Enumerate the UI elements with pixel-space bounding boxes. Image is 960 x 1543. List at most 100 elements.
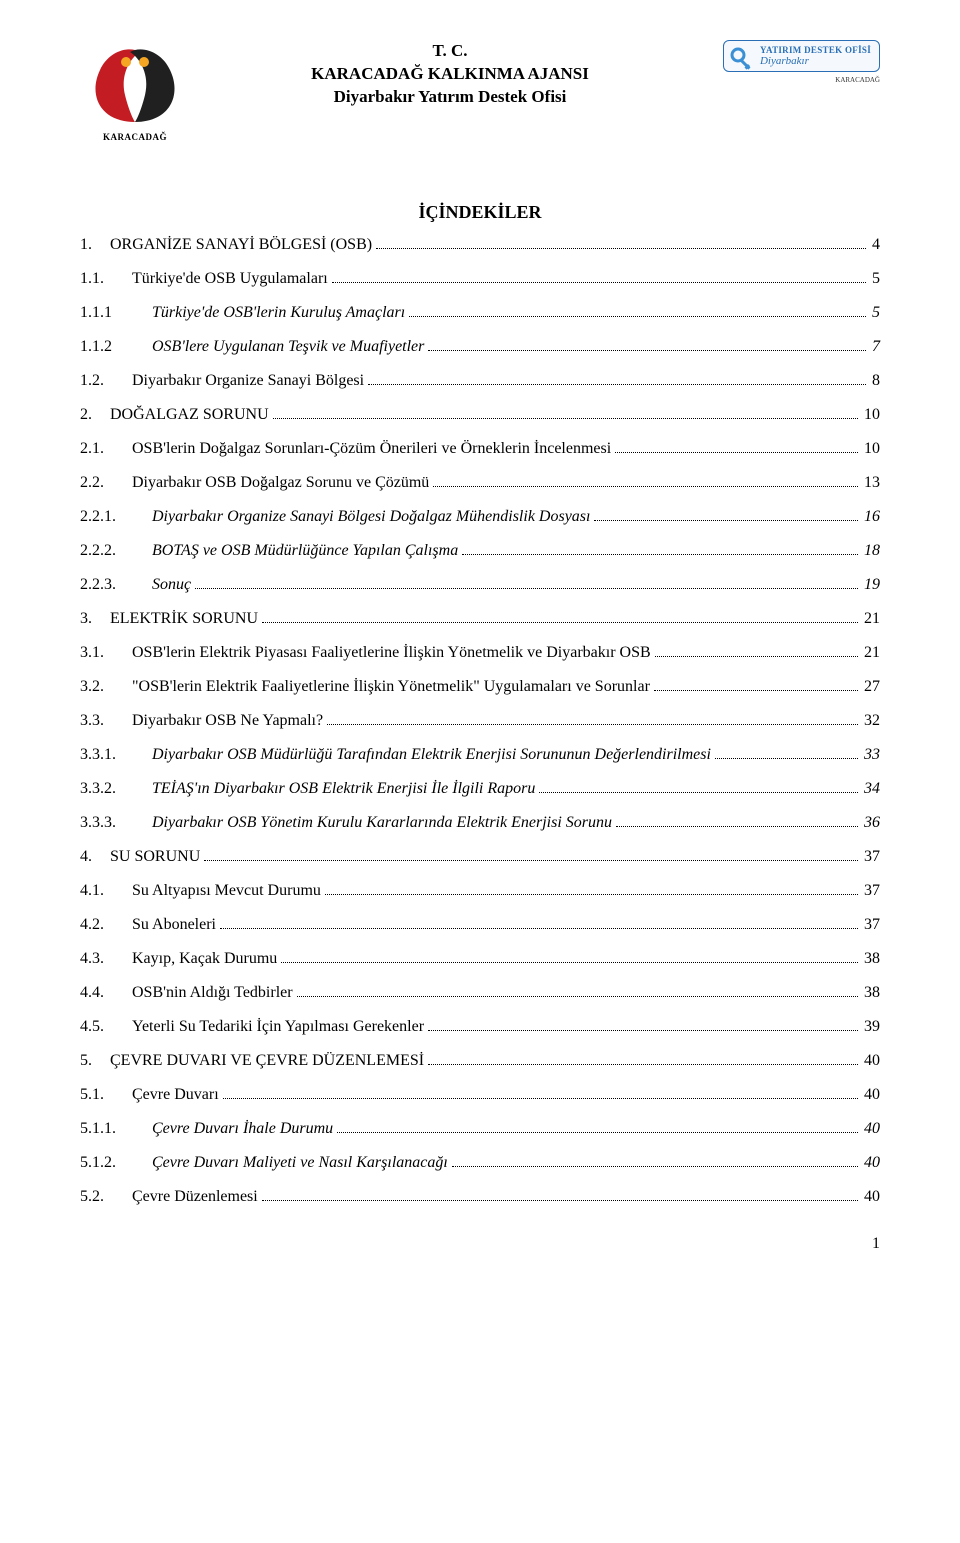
toc-row: 2.2.Diyarbakır OSB Doğalgaz Sorunu ve Çö… <box>80 475 880 491</box>
toc-leader <box>332 282 866 283</box>
toc-page: 8 <box>870 373 880 389</box>
toc-number: 4.1. <box>80 883 132 899</box>
toc-row: 4.3.Kayıp, Kaçak Durumu38 <box>80 951 880 967</box>
toc-page: 19 <box>862 577 880 593</box>
toc-number: 2.2.3. <box>80 577 152 593</box>
table-of-contents: 1.ORGANİZE SANAYİ BÖLGESİ (OSB)41.1.Türk… <box>80 237 880 1205</box>
toc-page: 40 <box>862 1087 880 1103</box>
toc-row: 2.2.3.Sonuç 19 <box>80 577 880 593</box>
toc-label: ÇEVRE DUVARI VE ÇEVRE DÜZENLEMESİ <box>110 1053 424 1069</box>
toc-label: Diyarbakır OSB Yönetim Kurulu Kararların… <box>152 815 612 831</box>
toc-label: Çevre Duvarı İhale Durumu <box>152 1121 333 1137</box>
toc-row: 3.3.Diyarbakır OSB Ne Yapmalı? 32 <box>80 713 880 729</box>
toc-leader <box>337 1132 858 1133</box>
toc-number: 2.2. <box>80 475 132 491</box>
toc-page: 7 <box>870 339 880 355</box>
toc-page: 21 <box>862 645 880 661</box>
toc-number: 3.3. <box>80 713 132 729</box>
toc-page: 37 <box>862 849 880 865</box>
toc-row: 3.1.OSB'lerin Elektrik Piyasası Faaliyet… <box>80 645 880 661</box>
toc-row: 1.1.1Türkiye'de OSB'lerin Kuruluş Amaçla… <box>80 305 880 321</box>
toc-row: 5.1.2.Çevre Duvarı Maliyeti ve Nasıl Kar… <box>80 1155 880 1171</box>
toc-row: 3.ELEKTRİK SORUNU21 <box>80 611 880 627</box>
toc-row: 1.ORGANİZE SANAYİ BÖLGESİ (OSB)4 <box>80 237 880 253</box>
toc-label: OSB'lerin Doğalgaz Sorunları-Çözüm Öneri… <box>132 441 611 457</box>
toc-title: İÇİNDEKİLER <box>80 202 880 223</box>
toc-leader <box>615 452 858 453</box>
toc-leader <box>220 928 858 929</box>
toc-number: 5.2. <box>80 1189 132 1205</box>
page-header: KARACADAĞ T. C. KARACADAĞ KALKINMA AJANS… <box>80 40 880 142</box>
header-line2: KARACADAĞ KALKINMA AJANSI <box>200 63 700 86</box>
toc-leader <box>376 248 866 249</box>
toc-row: 3.3.2.TEİAŞ'ın Diyarbakır OSB Elektrik E… <box>80 781 880 797</box>
toc-leader <box>223 1098 858 1099</box>
logo-left: KARACADAĞ <box>80 40 190 142</box>
ydo-box: YATIRIM DESTEK OFİSİ Diyarbakır <box>723 40 880 72</box>
toc-leader <box>325 894 858 895</box>
toc-row: 1.2.Diyarbakır Organize Sanayi Bölgesi8 <box>80 373 880 389</box>
toc-page: 5 <box>870 305 880 321</box>
toc-leader <box>273 418 858 419</box>
toc-label: Diyarbakır Organize Sanayi Bölgesi <box>132 373 364 389</box>
toc-number: 3.3.2. <box>80 781 152 797</box>
toc-leader <box>195 588 858 589</box>
toc-label: Çevre Duvarı Maliyeti ve Nasıl Karşılana… <box>152 1155 448 1171</box>
toc-page: 16 <box>862 509 880 525</box>
toc-row: 5.1.Çevre Duvarı40 <box>80 1087 880 1103</box>
toc-number: 1.1.1 <box>80 305 152 321</box>
logo-right: YATIRIM DESTEK OFİSİ Diyarbakır KARACADA… <box>710 40 880 84</box>
toc-page: 40 <box>862 1189 880 1205</box>
toc-leader <box>327 724 858 725</box>
toc-page: 13 <box>862 475 880 491</box>
toc-number: 3.3.3. <box>80 815 152 831</box>
toc-leader <box>616 826 858 827</box>
toc-leader <box>462 554 858 555</box>
toc-row: 5.ÇEVRE DUVARI VE ÇEVRE DÜZENLEMESİ40 <box>80 1053 880 1069</box>
toc-leader <box>428 1064 858 1065</box>
toc-number: 4.5. <box>80 1019 132 1035</box>
toc-leader <box>204 860 858 861</box>
ydo-sub: Diyarbakır <box>760 55 871 67</box>
toc-number: 1.1.2 <box>80 339 152 355</box>
toc-label: SU SORUNU <box>110 849 200 865</box>
toc-label: "OSB'lerin Elektrik Faaliyetlerine İlişk… <box>132 679 650 695</box>
toc-label: Diyarbakır OSB Müdürlüğü Tarafından Elek… <box>152 747 711 763</box>
toc-leader <box>654 690 858 691</box>
toc-page: 39 <box>862 1019 880 1035</box>
toc-page: 32 <box>862 713 880 729</box>
toc-label: Diyarbakır OSB Doğalgaz Sorunu ve Çözümü <box>132 475 429 491</box>
toc-label: OSB'lere Uygulanan Teşvik ve Muafiyetler <box>152 339 424 355</box>
toc-leader <box>409 316 866 317</box>
toc-leader <box>281 962 858 963</box>
toc-row: 5.1.1.Çevre Duvarı İhale Durumu40 <box>80 1121 880 1137</box>
toc-label: Kayıp, Kaçak Durumu <box>132 951 277 967</box>
logo-left-caption: KARACADAĞ <box>80 132 190 142</box>
toc-page: 18 <box>862 543 880 559</box>
toc-number: 4. <box>80 849 110 865</box>
toc-label: Diyarbakır OSB Ne Yapmalı? <box>132 713 323 729</box>
toc-leader <box>368 384 866 385</box>
toc-label: Su Altyapısı Mevcut Durumu <box>132 883 321 899</box>
toc-number: 4.2. <box>80 917 132 933</box>
toc-leader <box>655 656 858 657</box>
toc-leader <box>452 1166 858 1167</box>
toc-label: Türkiye'de OSB Uygulamaları <box>132 271 328 287</box>
toc-page: 33 <box>862 747 880 763</box>
toc-page: 34 <box>862 781 880 797</box>
toc-row: 3.3.1.Diyarbakır OSB Müdürlüğü Tarafında… <box>80 747 880 763</box>
toc-page: 38 <box>862 951 880 967</box>
toc-label: Sonuç <box>152 577 191 593</box>
toc-number: 5.1. <box>80 1087 132 1103</box>
toc-leader <box>262 1200 858 1201</box>
toc-row: 2.2.1.Diyarbakır Organize Sanayi Bölgesi… <box>80 509 880 525</box>
key-icon <box>730 47 756 73</box>
toc-leader <box>262 622 858 623</box>
toc-label: OSB'nin Aldığı Tedbirler <box>132 985 293 1001</box>
toc-number: 1. <box>80 237 110 253</box>
toc-number: 2.1. <box>80 441 132 457</box>
toc-label: Türkiye'de OSB'lerin Kuruluş Amaçları <box>152 305 405 321</box>
toc-page: 37 <box>862 917 880 933</box>
toc-row: 4.5.Yeterli Su Tedariki İçin Yapılması G… <box>80 1019 880 1035</box>
toc-label: Su Aboneleri <box>132 917 216 933</box>
